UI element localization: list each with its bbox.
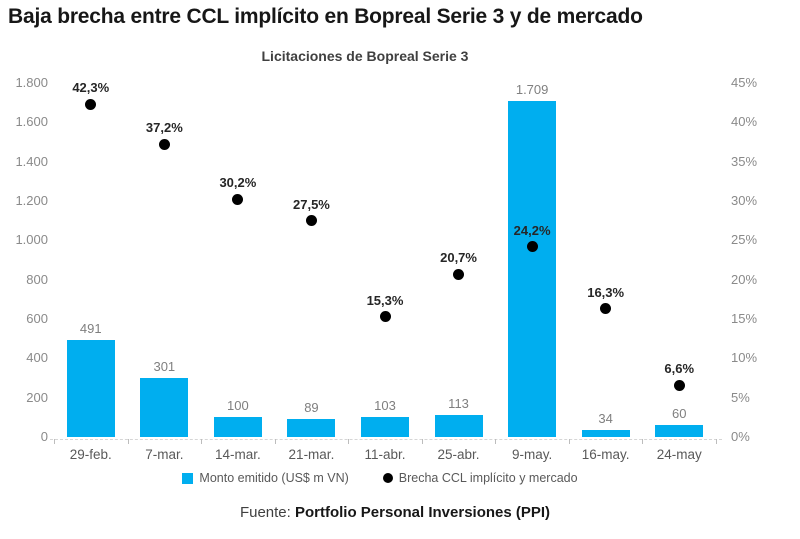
dot-24-may [673, 379, 685, 391]
dot-14-mar. [232, 193, 244, 205]
left-axis-tick-label: 1.200 [15, 193, 48, 208]
x-axis-category-label: 21-mar. [288, 447, 335, 462]
x-axis-category-label: 25-abr. [437, 447, 480, 462]
pct-value-label: 15,3% [366, 292, 404, 308]
x-axis-category-label: 11-abr. [364, 447, 406, 462]
bar-14-mar. [213, 417, 262, 437]
left-axis-tick-label: 400 [26, 350, 48, 366]
right-axis-tick-label: 45% [731, 75, 758, 90]
legend-label: Monto emitido (US$ m VN) [199, 471, 349, 485]
bar-value-label: 60 [671, 406, 687, 422]
bar-25-abr. [434, 414, 483, 437]
left-axis-tick-label: 1.400 [15, 153, 48, 169]
right-axis-tick-label: 35% [731, 153, 758, 169]
left-axis-tick-label: 1.800 [15, 75, 48, 90]
x-axis-tick [274, 439, 276, 444]
x-axis-tick [716, 439, 717, 444]
left-axis-tick-label: 1.000 [15, 232, 48, 248]
bar-21-mar. [287, 419, 336, 437]
source-name: Portfolio Personal Inversiones (PPI) [294, 504, 551, 521]
right-axis-tick-label: 40% [731, 114, 758, 130]
x-axis-line [50, 439, 722, 440]
right-axis-tick-label: 15% [731, 311, 758, 326]
x-axis-tick [127, 439, 129, 444]
dot-25-abr. [453, 268, 465, 280]
right-axis-tick-label: 20% [731, 271, 758, 287]
right-axis-tick-label: 25% [731, 232, 758, 248]
bar-value-label: 34 [598, 411, 613, 427]
left-axis-tick-label: 1.600 [15, 114, 48, 130]
bar-value-label: 1.709 [515, 81, 549, 97]
pct-value-label: 24,2% [513, 222, 551, 238]
x-axis-category-label: 24-may [656, 447, 702, 462]
left-axis-tick-label: 0 [40, 429, 48, 444]
pct-value-label: 16,3% [587, 284, 625, 300]
right-axis-tick-label: 30% [731, 193, 758, 208]
right-axis-tick-label: 0% [731, 429, 750, 444]
legend-item-brecha-ccl: Brecha CCL implícito y mercado [382, 471, 578, 485]
bar-9-may. [508, 100, 557, 437]
x-axis-category-label: 7-mar. [145, 447, 184, 462]
pct-value-label: 6,6% [664, 361, 695, 377]
chart-title: Licitaciones de Bopreal Serie 3 [261, 48, 469, 64]
left-axis-tick-label: 800 [26, 271, 48, 287]
x-axis-tick [348, 439, 350, 444]
x-axis-category-label: 14-mar. [214, 447, 261, 462]
bar-value-label: 103 [374, 397, 396, 413]
x-axis-tick [568, 439, 570, 444]
bar-29-feb. [66, 340, 115, 437]
source-prefix: Fuente: [239, 504, 295, 521]
x-axis-tick [421, 439, 423, 444]
left-axis-tick-label: 600 [26, 311, 48, 326]
bar-value-label: 100 [227, 398, 249, 414]
x-axis-category-label: 29-feb. [69, 447, 112, 462]
left-axis-tick-label: 200 [26, 389, 48, 405]
bar-value-label: 89 [304, 400, 319, 416]
dot-21-mar. [305, 215, 317, 227]
legend-item-monto-emitido: Monto emitido (US$ m VN) [182, 471, 349, 485]
dot-16-may. [600, 303, 612, 315]
legend: Monto emitido (US$ m VN) Brecha CCL impl… [0, 471, 760, 485]
bar-16-may. [581, 430, 630, 437]
bar-value-label: 113 [448, 395, 469, 411]
x-axis-tick [495, 439, 497, 444]
bar-24-may [655, 425, 704, 437]
page-title: Baja brecha entre CCL implícito en Bopre… [8, 5, 643, 28]
x-axis-tick [54, 439, 55, 444]
dot-9-may. [526, 241, 538, 253]
pct-value-label: 37,2% [145, 120, 183, 136]
right-axis-tick-label: 5% [731, 389, 750, 405]
dot-7-mar. [158, 138, 170, 150]
x-axis-tick [642, 439, 644, 444]
bar-value-label: 491 [79, 321, 102, 337]
bar-value-label: 301 [153, 358, 176, 374]
x-axis-tick [201, 439, 203, 444]
pct-value-label: 42,3% [72, 80, 110, 96]
pct-value-label: 30,2% [219, 175, 257, 191]
bar-series-swatch-icon [182, 472, 194, 484]
dot-11-abr. [379, 311, 391, 323]
pct-value-label: 20,7% [440, 250, 477, 266]
source-line: Fuente: Portfolio Personal Inversiones (… [0, 504, 790, 521]
dot-series-swatch-icon [382, 473, 393, 483]
x-axis-category-label: 16-may. [581, 447, 630, 462]
legend-label: Brecha CCL implícito y mercado [398, 471, 578, 485]
x-axis-category-label: 9-may. [511, 447, 553, 462]
right-axis-tick-label: 10% [731, 350, 758, 366]
dot-29-feb. [85, 98, 97, 110]
bar-11-abr. [361, 416, 409, 437]
bar-7-mar. [140, 377, 189, 437]
pct-value-label: 27,5% [293, 196, 330, 212]
